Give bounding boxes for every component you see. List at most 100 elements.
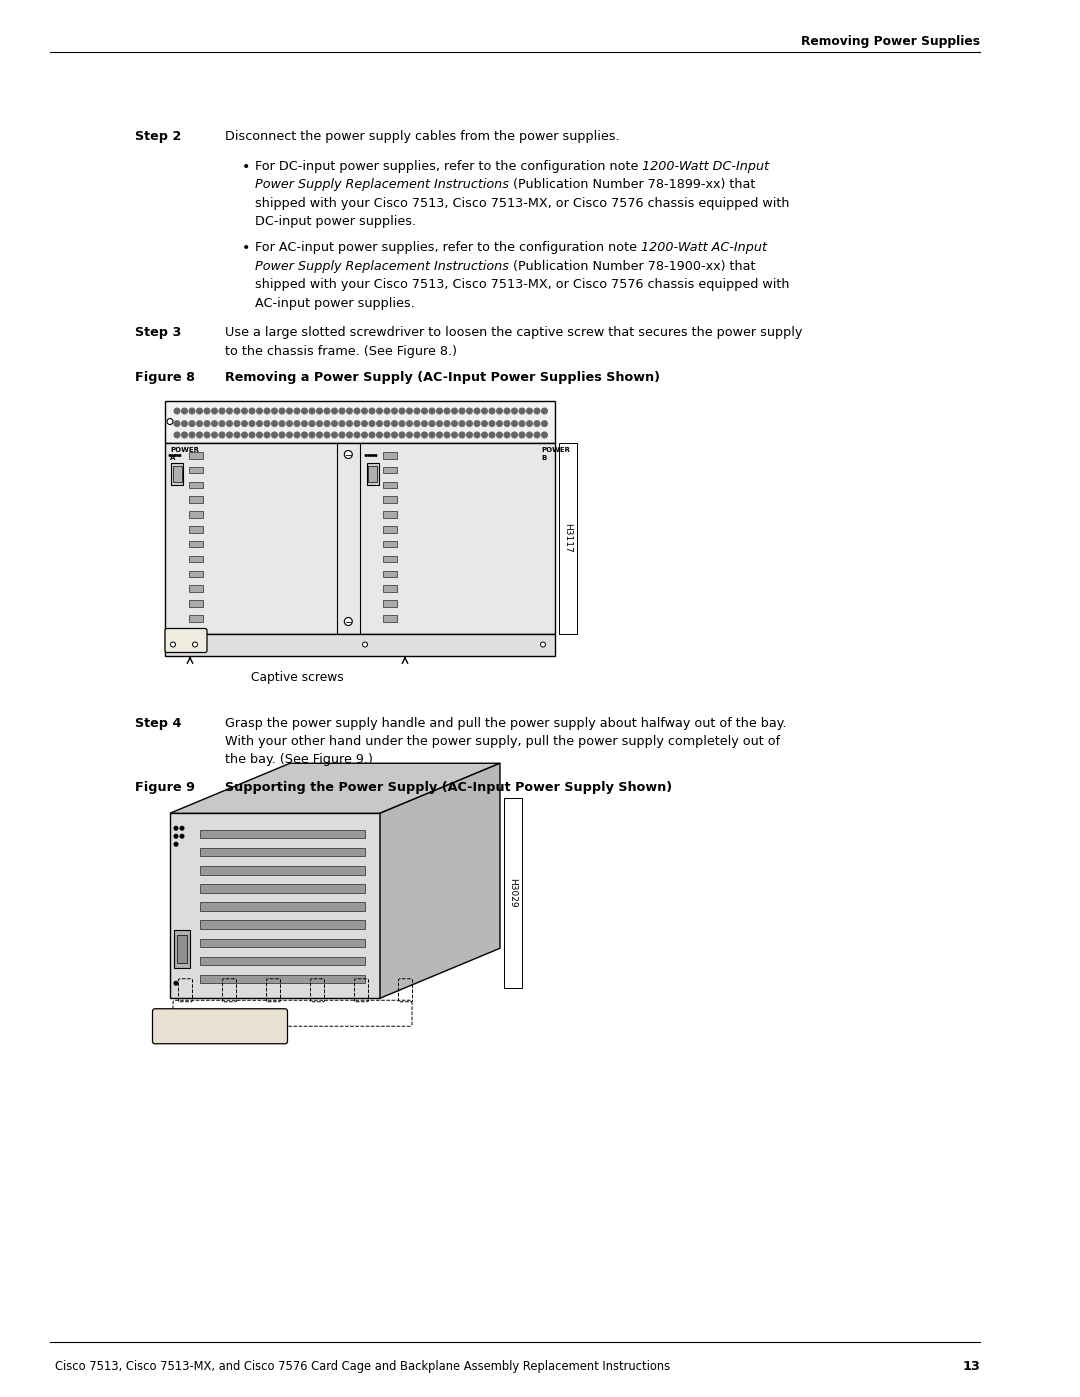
Circle shape bbox=[301, 408, 308, 414]
Text: to the chassis frame. (See Figure 8.): to the chassis frame. (See Figure 8.) bbox=[225, 345, 457, 358]
Circle shape bbox=[421, 408, 428, 414]
Circle shape bbox=[170, 454, 171, 457]
Circle shape bbox=[354, 408, 360, 414]
Circle shape bbox=[177, 454, 178, 457]
FancyBboxPatch shape bbox=[165, 629, 207, 652]
Circle shape bbox=[286, 432, 293, 437]
Text: 1200-Watt AC-Input: 1200-Watt AC-Input bbox=[642, 242, 767, 254]
Bar bbox=[189, 556, 203, 562]
Circle shape bbox=[324, 420, 329, 426]
Circle shape bbox=[474, 432, 480, 437]
Circle shape bbox=[474, 420, 480, 426]
Text: DC-input power supplies.: DC-input power supplies. bbox=[255, 215, 416, 228]
Bar bbox=[383, 467, 397, 474]
Circle shape bbox=[415, 408, 420, 414]
Circle shape bbox=[444, 432, 449, 437]
Text: •: • bbox=[242, 159, 251, 173]
Text: AC-input power supplies.: AC-input power supplies. bbox=[255, 296, 415, 310]
Text: Step 4: Step 4 bbox=[135, 717, 181, 729]
Text: Figure 8: Figure 8 bbox=[135, 370, 195, 384]
Circle shape bbox=[392, 420, 397, 426]
Circle shape bbox=[451, 432, 457, 437]
Circle shape bbox=[362, 408, 367, 414]
Circle shape bbox=[309, 432, 314, 437]
Bar bbox=[383, 556, 397, 562]
Circle shape bbox=[451, 420, 457, 426]
Bar bbox=[189, 453, 203, 458]
Bar bbox=[189, 482, 203, 488]
Circle shape bbox=[504, 432, 510, 437]
Bar bbox=[200, 866, 365, 875]
Circle shape bbox=[212, 408, 217, 414]
Circle shape bbox=[332, 432, 337, 437]
Circle shape bbox=[407, 420, 413, 426]
Circle shape bbox=[219, 432, 225, 437]
Text: With your other hand under the power supply, pull the power supply completely ou: With your other hand under the power sup… bbox=[225, 735, 780, 747]
Circle shape bbox=[459, 420, 464, 426]
Circle shape bbox=[384, 420, 390, 426]
Circle shape bbox=[512, 408, 517, 414]
Circle shape bbox=[369, 432, 375, 437]
Circle shape bbox=[212, 420, 217, 426]
Text: (Publication Number 78-1900-xx) that: (Publication Number 78-1900-xx) that bbox=[509, 260, 755, 272]
Circle shape bbox=[316, 432, 322, 437]
Circle shape bbox=[400, 432, 405, 437]
Circle shape bbox=[512, 420, 517, 426]
Circle shape bbox=[429, 432, 435, 437]
Circle shape bbox=[204, 432, 210, 437]
Circle shape bbox=[497, 408, 502, 414]
Circle shape bbox=[316, 408, 322, 414]
Circle shape bbox=[392, 408, 397, 414]
Circle shape bbox=[234, 432, 240, 437]
Text: Captive screws: Captive screws bbox=[252, 672, 343, 685]
Circle shape bbox=[242, 432, 247, 437]
Circle shape bbox=[436, 408, 443, 414]
Circle shape bbox=[294, 420, 300, 426]
Circle shape bbox=[227, 432, 232, 437]
Circle shape bbox=[474, 408, 480, 414]
Circle shape bbox=[459, 432, 464, 437]
Circle shape bbox=[365, 454, 367, 457]
Circle shape bbox=[345, 450, 352, 458]
Bar bbox=[367, 462, 379, 485]
Circle shape bbox=[332, 408, 337, 414]
Circle shape bbox=[249, 408, 255, 414]
Bar bbox=[383, 511, 397, 518]
Bar bbox=[189, 601, 203, 606]
Circle shape bbox=[482, 420, 487, 426]
Circle shape bbox=[189, 432, 194, 437]
Circle shape bbox=[280, 408, 285, 414]
Polygon shape bbox=[170, 763, 500, 813]
Circle shape bbox=[339, 432, 345, 437]
Circle shape bbox=[204, 408, 210, 414]
Text: shipped with your Cisco 7513, Cisco 7513-MX, or Cisco 7576 chassis equipped with: shipped with your Cisco 7513, Cisco 7513… bbox=[255, 278, 789, 291]
Circle shape bbox=[400, 420, 405, 426]
Bar bbox=[383, 527, 397, 532]
Bar bbox=[189, 527, 203, 532]
Circle shape bbox=[354, 432, 360, 437]
Circle shape bbox=[181, 408, 187, 414]
Bar bbox=[200, 921, 365, 929]
Text: •: • bbox=[242, 242, 251, 256]
Text: POWER
B: POWER B bbox=[541, 447, 570, 461]
Circle shape bbox=[497, 432, 502, 437]
Bar bbox=[200, 830, 365, 838]
Bar bbox=[200, 957, 365, 965]
Circle shape bbox=[497, 420, 502, 426]
Bar bbox=[165, 443, 555, 633]
Bar bbox=[177, 935, 187, 964]
Circle shape bbox=[309, 420, 314, 426]
Text: Supporting the Power Supply (AC-Input Power Supply Shown): Supporting the Power Supply (AC-Input Po… bbox=[225, 781, 672, 795]
Circle shape bbox=[257, 432, 262, 437]
Circle shape bbox=[181, 420, 187, 426]
Circle shape bbox=[197, 420, 202, 426]
Circle shape bbox=[384, 432, 390, 437]
Text: For AC-input power supplies, refer to the configuration note: For AC-input power supplies, refer to th… bbox=[255, 242, 642, 254]
Circle shape bbox=[375, 454, 377, 457]
Text: the bay. (See Figure 9.): the bay. (See Figure 9.) bbox=[225, 753, 373, 767]
Circle shape bbox=[407, 408, 413, 414]
Circle shape bbox=[436, 420, 443, 426]
Bar bbox=[383, 482, 397, 488]
Circle shape bbox=[197, 408, 202, 414]
Circle shape bbox=[174, 982, 178, 985]
